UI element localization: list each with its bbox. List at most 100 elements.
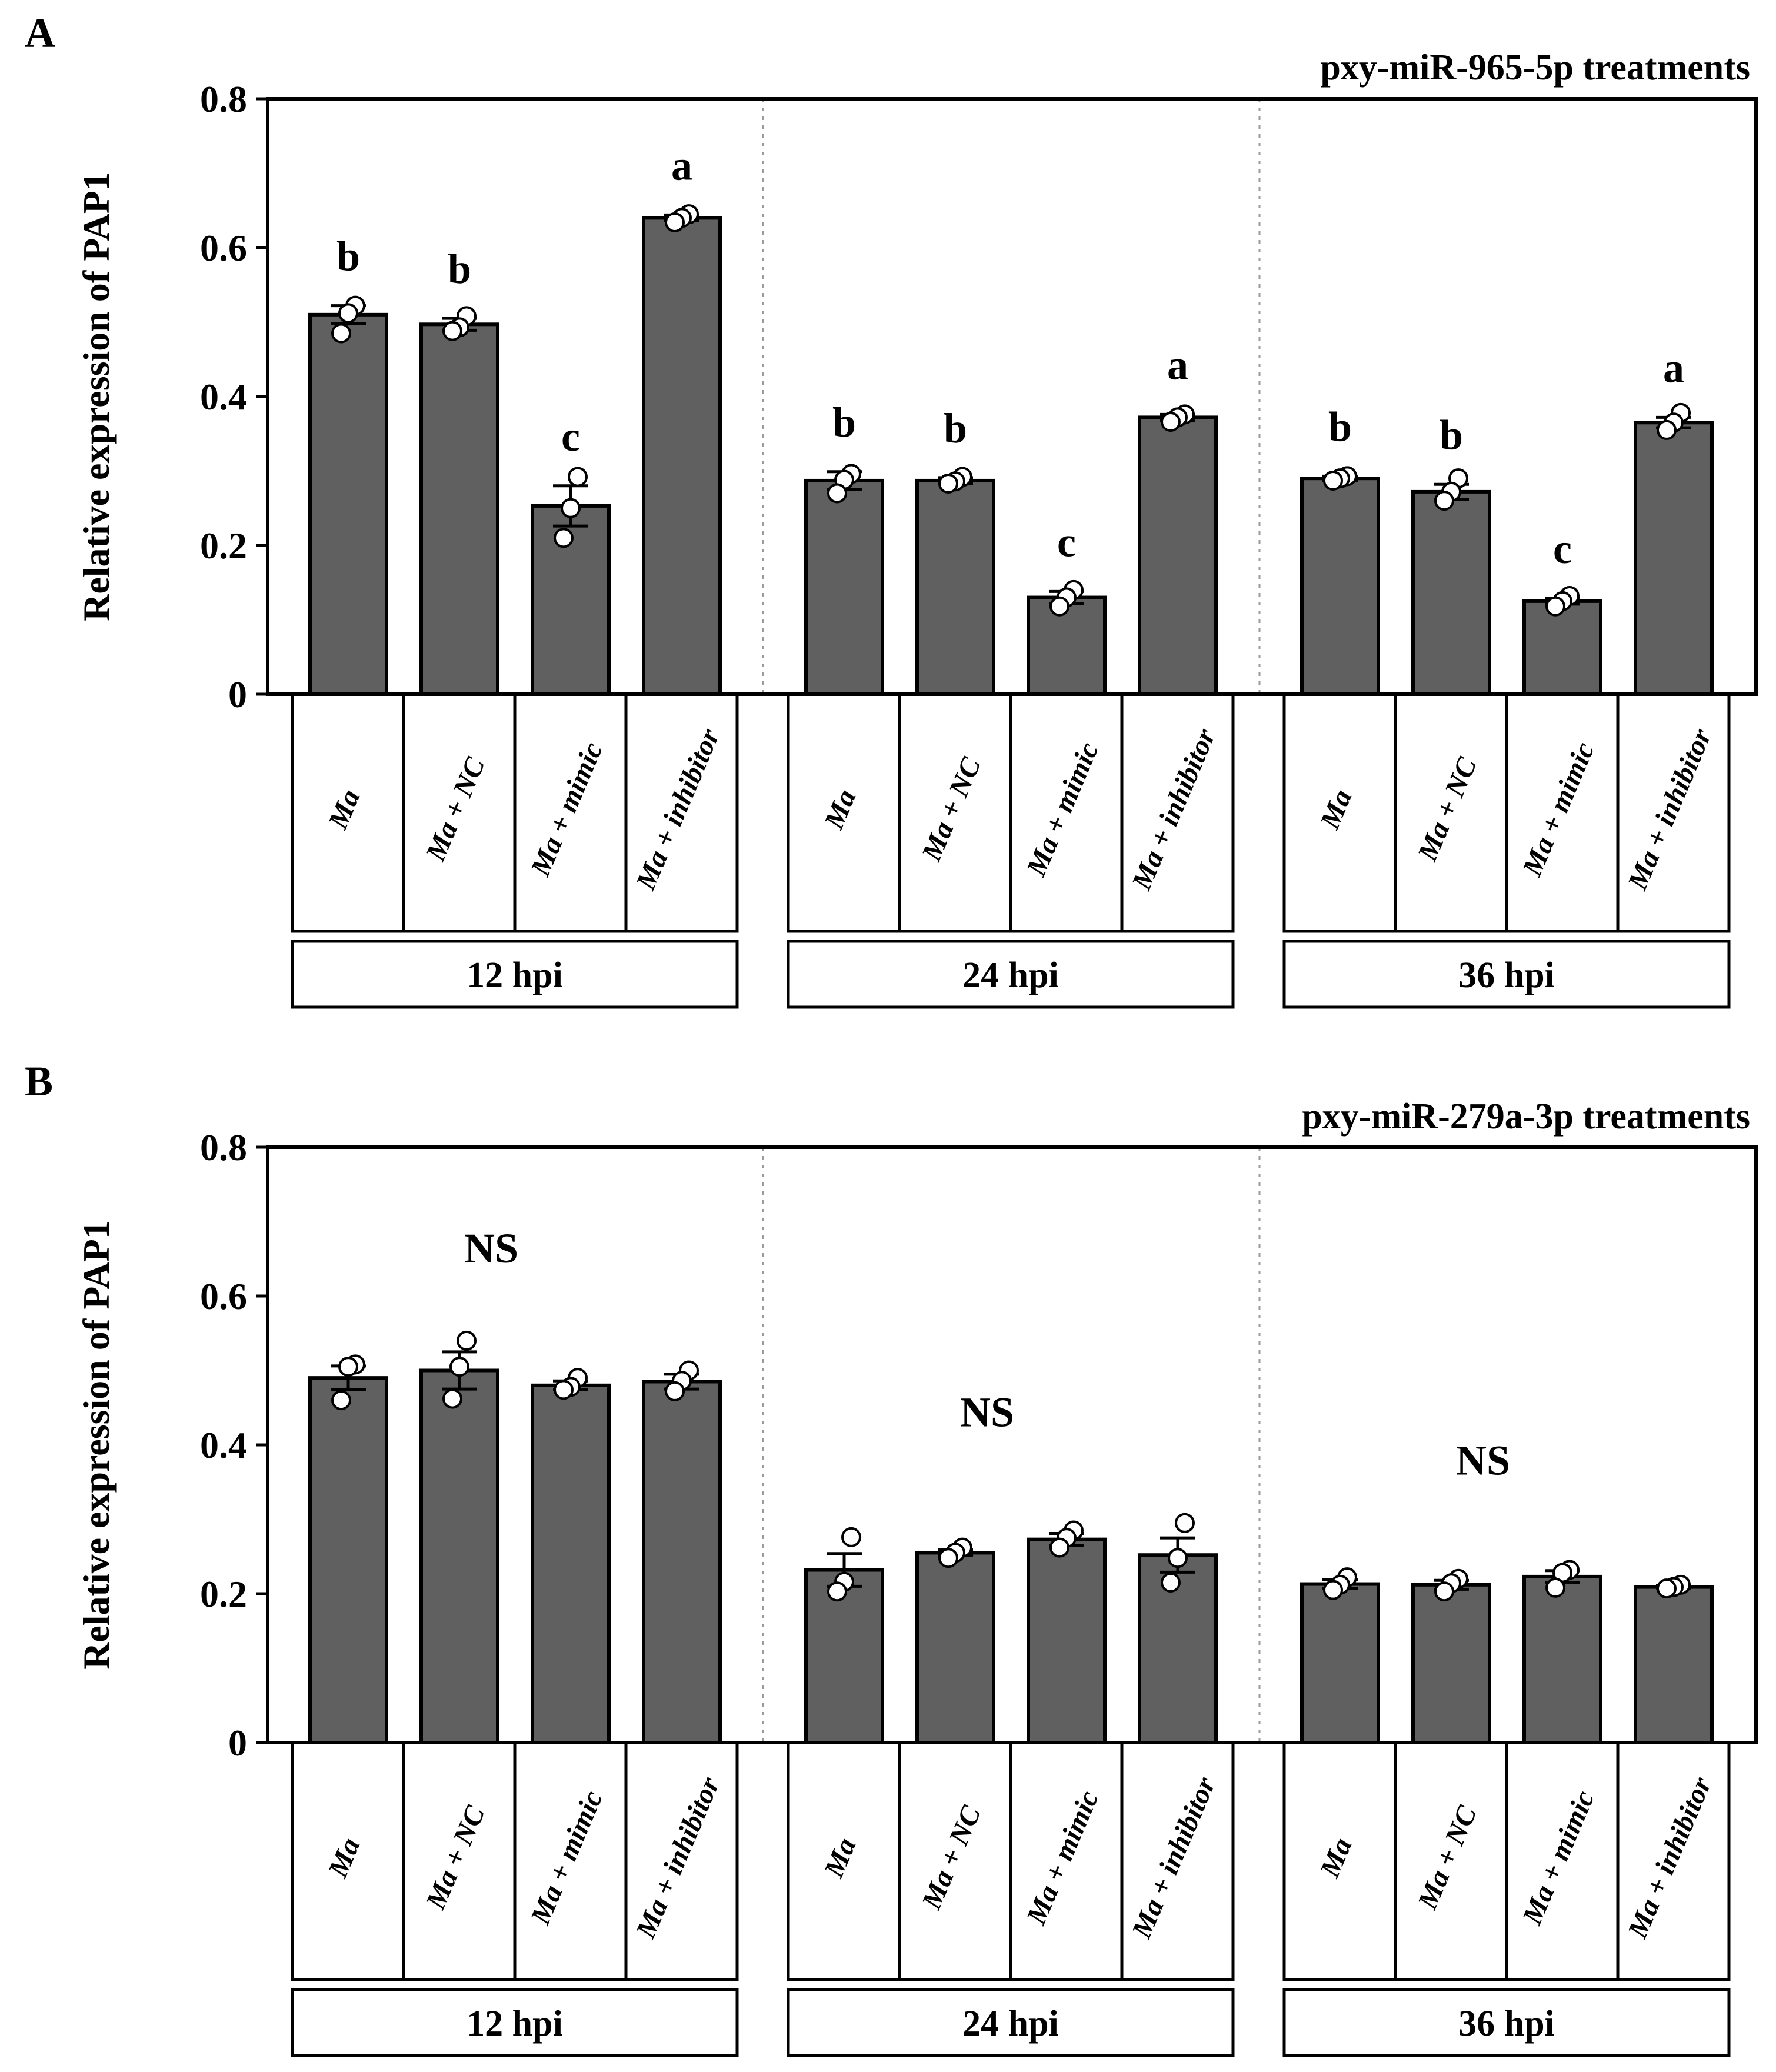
category-label: Ma + inhibitor: [630, 724, 727, 895]
category-label: Ma: [818, 1833, 862, 1882]
data-point: [1049, 596, 1069, 617]
group-2: Ma Ma + NC Ma + mimic Ma + inhibitor NS 36 hp…: [1282, 1437, 1731, 2057]
panel-label: B: [25, 1058, 53, 1105]
plot-frame: [266, 1145, 1758, 1744]
category-label: Ma + mimic: [1020, 1786, 1104, 1929]
data-point: [457, 1330, 477, 1351]
category-label: Ma + NC: [1411, 1801, 1483, 1914]
chart-title: pxy-miR-279a-3p treatments: [1302, 1097, 1750, 1137]
y-tick-label: 0.8: [200, 78, 247, 120]
bar: [1300, 1582, 1380, 1744]
significance-letter: c: [1553, 525, 1572, 572]
data-point: [449, 1357, 469, 1377]
data-point: [1545, 1577, 1565, 1598]
significance-letter: b: [1328, 403, 1352, 450]
y-tick-label: 0.4: [200, 1424, 247, 1466]
y-axis-label: Relative expression of PAP1: [75, 172, 117, 621]
data-point: [665, 1381, 685, 1401]
group-label: 24 hpi: [962, 2004, 1059, 2044]
data-point: [1161, 412, 1181, 432]
group-1: Ma Ma + NC Ma + mimic Ma + inhibitor NS 24 hp…: [787, 1388, 1235, 2057]
y-tick-label: 0.8: [200, 1127, 247, 1168]
significance-letter: a: [1663, 344, 1684, 391]
category-label: Ma + inhibitor: [1126, 724, 1222, 895]
y-tick-label: 0.6: [200, 227, 247, 269]
category-label: Ma + NC: [419, 1801, 491, 1914]
data-point: [827, 483, 847, 504]
category-label: Ma: [1314, 785, 1358, 834]
bar: [419, 1368, 499, 1744]
significance-label: NS: [960, 1388, 1014, 1435]
y-tick-label: 0: [228, 674, 247, 715]
significance-letter: a: [671, 142, 692, 189]
data-point: [442, 321, 462, 341]
category-label: Ma + inhibitor: [1622, 724, 1718, 895]
significance-letter: b: [944, 405, 967, 452]
data-point: [338, 303, 358, 324]
bar: [1634, 421, 1714, 697]
bar: [531, 1383, 611, 1745]
data-point: [938, 1548, 958, 1568]
data-point: [1049, 1537, 1069, 1558]
bar: [642, 216, 722, 696]
category-label: Ma + mimic: [1516, 1786, 1600, 1929]
group-label-box: [1282, 940, 1731, 1009]
group-label: 12 hpi: [467, 955, 563, 995]
bar: [308, 1376, 388, 1744]
data-point: [938, 474, 958, 494]
data-point: [1657, 1578, 1677, 1599]
bar: [1522, 1574, 1602, 1745]
category-label: Ma + mimic: [1516, 738, 1600, 881]
group-label: 36 hpi: [1458, 2004, 1555, 2044]
bar: [1138, 415, 1218, 696]
significance-letter: c: [561, 413, 580, 460]
significance-letter: b: [336, 233, 360, 280]
category-label: Ma + inhibitor: [1126, 1772, 1222, 1943]
data-point: [442, 1388, 462, 1409]
bar: [804, 478, 884, 696]
panel-label: A: [25, 9, 55, 56]
bar: [915, 478, 995, 696]
bar: [642, 1380, 722, 1745]
data-point: [554, 528, 574, 548]
significance-letter: b: [832, 399, 856, 446]
group-label-box: [291, 1988, 739, 2057]
group-label-box: [291, 940, 739, 1009]
chart-title: pxy-miR-965-5p treatments: [1320, 48, 1750, 88]
category-label: Ma + inhibitor: [1622, 1772, 1718, 1943]
data-point: [568, 467, 588, 487]
significance-label: NS: [464, 1225, 518, 1272]
significance-letter: b: [448, 245, 471, 292]
group-label-box: [787, 940, 1235, 1009]
bar: [1411, 489, 1491, 696]
data-point: [1434, 1581, 1454, 1602]
data-point: [331, 1390, 351, 1411]
bar: [1522, 599, 1602, 696]
y-tick-label: 0: [228, 1722, 247, 1764]
data-point: [1657, 419, 1677, 440]
significance-letter: c: [1057, 518, 1076, 565]
data-point: [827, 1581, 847, 1602]
y-tick-label: 0.2: [200, 1573, 247, 1615]
bar: [1027, 595, 1107, 696]
group-0: b Ma b Ma + NC c Ma + mimic a Ma + inhibitor 12 …: [291, 142, 739, 1009]
category-label: Ma + mimic: [524, 738, 608, 881]
group-label-box: [787, 1988, 1235, 2057]
data-point: [561, 498, 581, 518]
y-tick-label: 0.4: [200, 376, 247, 418]
group-2: b Ma b Ma + NC c Ma + mimic a Ma + inhibitor 36 …: [1282, 344, 1731, 1009]
category-label: Ma + mimic: [1020, 738, 1104, 881]
data-point: [1161, 1573, 1181, 1593]
data-point: [1323, 470, 1343, 491]
bar: [1634, 1585, 1714, 1744]
data-point: [554, 1380, 574, 1400]
category-label: Ma + NC: [419, 752, 491, 866]
group-label-box: [1282, 1988, 1731, 2057]
category-label: Ma: [818, 785, 862, 834]
data-point: [338, 1357, 358, 1377]
data-point: [1434, 491, 1454, 511]
bar: [1300, 477, 1380, 697]
category-label: Ma + NC: [1411, 752, 1483, 866]
